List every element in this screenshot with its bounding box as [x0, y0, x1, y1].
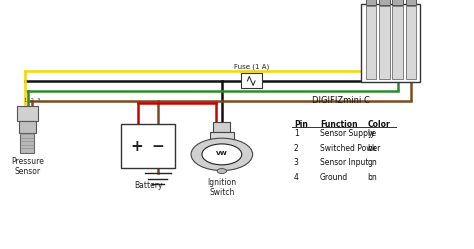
Text: Ground: Ground — [320, 173, 348, 182]
Bar — [379, 0, 390, 5]
Text: DIGIFIZmini C: DIGIFIZmini C — [312, 96, 370, 105]
Text: Pressure
Sensor: Pressure Sensor — [11, 157, 44, 176]
Text: 1  2  3: 1 2 3 — [24, 98, 40, 103]
Text: Function: Function — [320, 120, 357, 128]
Bar — [361, 4, 420, 82]
Text: Pin: Pin — [294, 120, 308, 128]
Bar — [392, 6, 403, 79]
Text: Color: Color — [367, 120, 390, 128]
Text: Switched Power: Switched Power — [320, 144, 380, 153]
Bar — [366, 6, 376, 79]
Circle shape — [202, 144, 242, 165]
Text: Battery: Battery — [134, 181, 163, 189]
Text: Ignition
Switch: Ignition Switch — [207, 178, 237, 197]
Circle shape — [217, 169, 227, 174]
Text: 1: 1 — [294, 129, 299, 138]
Text: 2: 2 — [294, 144, 299, 153]
Bar — [406, 6, 416, 79]
Text: 3: 3 — [294, 158, 299, 167]
Bar — [406, 0, 416, 5]
Bar — [379, 6, 390, 79]
Bar — [19, 121, 36, 133]
Bar — [121, 124, 175, 168]
Bar — [210, 132, 234, 146]
Bar — [17, 106, 38, 121]
Bar — [241, 73, 262, 88]
Text: gn: gn — [367, 158, 377, 167]
Text: Sensor Supply: Sensor Supply — [320, 129, 374, 138]
Text: VW: VW — [216, 151, 228, 156]
Text: Fuse (1 A): Fuse (1 A) — [234, 63, 269, 70]
Text: 4: 4 — [294, 173, 299, 182]
Bar — [213, 122, 230, 132]
Text: bk: bk — [367, 144, 377, 153]
Text: +: + — [131, 139, 144, 154]
Circle shape — [191, 138, 253, 171]
Text: Sensor Input: Sensor Input — [320, 158, 368, 167]
Bar — [366, 0, 376, 5]
Text: −: − — [152, 139, 164, 154]
Bar — [392, 0, 403, 5]
Text: ye: ye — [367, 129, 376, 138]
Text: bn: bn — [367, 173, 377, 182]
Bar — [20, 133, 34, 153]
